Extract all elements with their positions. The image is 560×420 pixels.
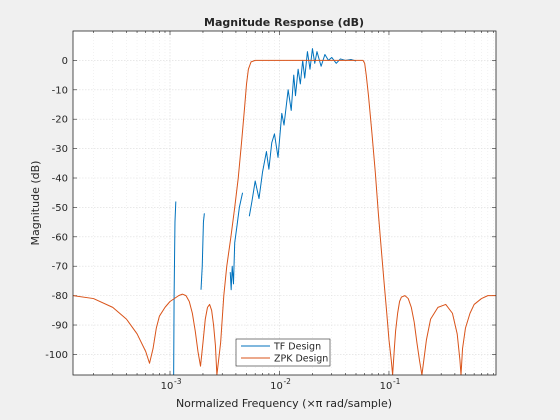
y-tick-label: -50	[52, 203, 68, 214]
x-tick-label-exponent: -2	[283, 377, 291, 386]
x-tick-label: 10	[161, 381, 174, 392]
series-line-tf-design	[200, 213, 205, 290]
y-tick-label: -40	[52, 174, 68, 185]
x-tick-label-exponent: -3	[174, 377, 182, 386]
legend-box	[235, 338, 331, 367]
plot-box	[72, 30, 497, 376]
series-line-tf-design	[248, 48, 357, 217]
x-tick-labels: 10 -3 10 -2 10 -1	[161, 377, 401, 392]
y-tick-label: -60	[52, 232, 68, 243]
legend-label-tf-design: TF Design	[273, 342, 321, 353]
x-tick-label-exponent: -1	[393, 377, 401, 386]
legend[interactable]: TF Design ZPK Design	[235, 338, 331, 367]
y-tick-label: -30	[52, 144, 68, 155]
y-tick-label: -100	[45, 350, 68, 361]
series-lines	[73, 48, 496, 375]
series-line-zpk-design	[421, 295, 496, 375]
y-tick-labels: 0 -10 -20 -30 -40 -50 -60 -70 -80 -90 -100	[45, 56, 68, 361]
legend-label-zpk-design: ZPK Design	[274, 354, 328, 365]
series-line-zpk-design	[73, 59, 423, 375]
series-line-tf-design	[229, 192, 244, 291]
y-tick-label: -20	[52, 115, 68, 126]
x-tick-label: 10	[270, 381, 283, 392]
y-tick-label: -10	[52, 85, 68, 96]
y-tick-label: -90	[52, 321, 68, 332]
chart-title: Magnitude Response (dB)	[204, 16, 364, 29]
y-tick-label: -80	[52, 291, 68, 302]
y-tick-label: -70	[52, 262, 68, 273]
x-axis-label: Normalized Frequency (×π rad/sample)	[176, 397, 392, 410]
plot-area	[73, 31, 496, 375]
y-tick-label: 0	[62, 56, 68, 67]
y-axis-label: Magnitude (dB)	[29, 161, 42, 246]
x-tick-label: 10	[380, 381, 393, 392]
series-line-tf-design	[173, 201, 177, 375]
